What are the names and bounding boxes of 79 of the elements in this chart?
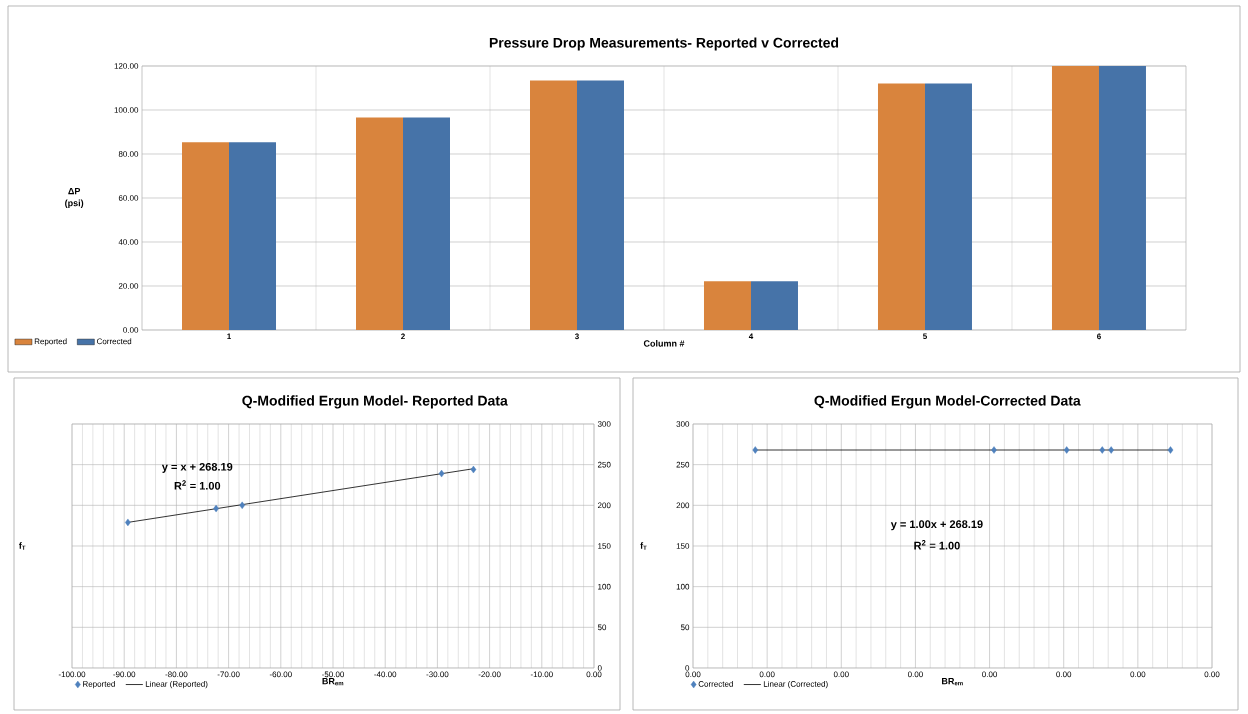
x-tick-label: 5 [923, 333, 927, 340]
x-tick-label: 0.00 [907, 671, 923, 678]
x-tick-label: 0.00 [833, 671, 849, 678]
x-axis-title: Column # [643, 340, 685, 347]
chart-title: Q-Modified Ergun Model- Reported Data [242, 395, 508, 409]
bar [1051, 65, 1099, 330]
x-tick-label: 3 [574, 333, 579, 340]
bar [703, 281, 751, 330]
annotation: y = 1.00x + 268.19 [890, 520, 983, 531]
x-tick-label: -80.00 [165, 671, 188, 678]
chart-title: Pressure Drop Measurements- Reported v Corrected [489, 37, 839, 51]
bar [924, 83, 972, 330]
y-tick-label: 150 [598, 543, 611, 549]
legend-label: Corrected [698, 680, 733, 687]
x-axis-title: BR$_{em}$ [942, 678, 963, 686]
y-tick-label: 100 [598, 583, 611, 590]
y-tick-label: 50 [680, 624, 690, 631]
bar [229, 142, 277, 330]
x-tick-label: -20.00 [478, 671, 501, 678]
y-axis-title: f$_{T}$ [18, 542, 26, 550]
x-tick-label: 0.00 [1130, 671, 1146, 678]
bar [182, 142, 230, 330]
y-tick-label: 0 [597, 665, 602, 671]
y-tick-label: 250 [676, 461, 690, 468]
x-axis-title: BR$_{em}$ [322, 678, 344, 686]
x-tick-label: 0.00 [982, 671, 998, 678]
legend-label: Linear (Corrected) [763, 680, 828, 689]
legend-label: Reported [83, 680, 115, 689]
y-tick-label: 0 [685, 665, 690, 671]
x-tick-label: -50.00 [322, 671, 345, 678]
x-tick-label: 6 [1097, 333, 1101, 340]
point [438, 469, 445, 478]
x-tick-label: -90.00 [113, 671, 136, 678]
x-tick-label: 0.00 [586, 671, 602, 678]
y-tick-label: 200 [597, 502, 611, 509]
bar [403, 117, 450, 330]
y-tick-label: 250 [597, 461, 611, 468]
y-tick-label: 300 [676, 421, 690, 427]
x-tick-label: -70.00 [217, 671, 240, 678]
chart-title: Q-Modified Ergun Model-Corrected Data [814, 395, 1081, 409]
legend-label: Corrected [96, 338, 132, 345]
x-tick-label: -10.00 [530, 671, 553, 678]
y-tick-label: 120.00 [114, 63, 139, 69]
y-tick-label: 40.00 [118, 239, 139, 245]
bar [1098, 65, 1146, 330]
x-tick-label: -30.00 [426, 671, 449, 678]
y-tick-label: 150 [676, 543, 690, 549]
y-tick-label: 100 [676, 583, 690, 590]
y-tick-label: 0.00 [123, 327, 139, 333]
x-tick-label: -60.00 [269, 671, 292, 678]
annotation: R$^{2}$ = 1.00 [914, 540, 960, 550]
y-tick-label: 300 [597, 421, 611, 427]
x-tick-label: 0.00 [1204, 671, 1220, 678]
x-tick-label: 1 [227, 333, 231, 340]
bar [356, 117, 403, 330]
y-tick-label: 20.00 [118, 283, 139, 289]
legend-label: Linear (Reported) [145, 680, 208, 689]
x-tick-label: 4 [748, 333, 754, 340]
point [470, 465, 477, 474]
y-axis-title: f$_{T}$ [640, 542, 647, 550]
y-axis-title: ΔP (psi) [65, 187, 84, 209]
bar [577, 80, 624, 330]
bar [877, 83, 925, 330]
y-tick-label: 100.00 [114, 107, 139, 113]
bar [530, 80, 577, 330]
legend-label: Reported [34, 338, 67, 346]
annotation: y = x + 268.19 [161, 462, 233, 473]
y-tick-label: 50 [597, 624, 607, 631]
y-tick-label: 60.00 [118, 195, 139, 201]
x-tick-label: 0.00 [685, 671, 701, 678]
x-tick-label: -40.00 [374, 671, 397, 678]
y-tick-label: 200 [676, 502, 690, 509]
x-tick-label: 2 [401, 333, 405, 340]
annotation: R$^{2}$ = 1.00 [174, 480, 221, 490]
bar [750, 281, 798, 330]
x-tick-label: 0.00 [1056, 671, 1072, 678]
y-tick-label: 80.00 [118, 151, 139, 157]
x-tick-label: 0.00 [759, 671, 775, 678]
x-tick-label: -100.00 [58, 671, 86, 678]
